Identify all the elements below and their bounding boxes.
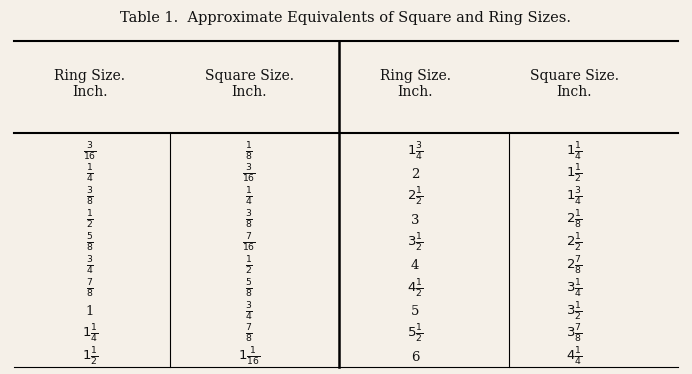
Text: $4\frac{1}{2}$: $4\frac{1}{2}$ bbox=[407, 278, 424, 300]
Text: $\frac{5}{8}$: $\frac{5}{8}$ bbox=[245, 278, 253, 300]
Text: $\frac{1}{8}$: $\frac{1}{8}$ bbox=[245, 140, 253, 163]
Text: $\frac{1}{2}$: $\frac{1}{2}$ bbox=[86, 209, 94, 231]
Text: Square Size.
Inch.: Square Size. Inch. bbox=[530, 69, 619, 99]
Text: $\frac{1}{2}$: $\frac{1}{2}$ bbox=[245, 255, 253, 277]
Text: $3\frac{7}{8}$: $3\frac{7}{8}$ bbox=[566, 323, 583, 345]
Text: $1\frac{1}{4}$: $1\frac{1}{4}$ bbox=[82, 323, 98, 345]
Text: $\frac{7}{16}$: $\frac{7}{16}$ bbox=[242, 232, 256, 254]
Text: $1\frac{1}{2}$: $1\frac{1}{2}$ bbox=[82, 346, 98, 368]
Text: $\frac{3}{4}$: $\frac{3}{4}$ bbox=[245, 300, 253, 322]
Text: $1\frac{3}{4}$: $1\frac{3}{4}$ bbox=[566, 186, 583, 208]
Text: 5: 5 bbox=[411, 305, 419, 318]
Text: $\frac{7}{8}$: $\frac{7}{8}$ bbox=[86, 278, 94, 300]
Text: $3\frac{1}{2}$: $3\frac{1}{2}$ bbox=[566, 300, 583, 322]
Text: Ring Size.
Inch.: Ring Size. Inch. bbox=[380, 69, 450, 99]
Text: $\frac{3}{16}$: $\frac{3}{16}$ bbox=[83, 140, 97, 163]
Text: $\frac{5}{8}$: $\frac{5}{8}$ bbox=[86, 232, 94, 254]
Text: $4\frac{1}{4}$: $4\frac{1}{4}$ bbox=[566, 346, 583, 368]
Text: 1: 1 bbox=[86, 305, 94, 318]
Text: 3: 3 bbox=[411, 214, 419, 227]
Text: $1\frac{1}{4}$: $1\frac{1}{4}$ bbox=[566, 140, 583, 163]
Text: $1\frac{3}{4}$: $1\frac{3}{4}$ bbox=[407, 140, 424, 163]
Text: $\frac{3}{16}$: $\frac{3}{16}$ bbox=[242, 163, 256, 186]
Text: $5\frac{1}{2}$: $5\frac{1}{2}$ bbox=[407, 323, 424, 345]
Text: $2\frac{1}{2}$: $2\frac{1}{2}$ bbox=[407, 186, 424, 208]
Text: $2\frac{7}{8}$: $2\frac{7}{8}$ bbox=[566, 255, 583, 277]
Text: $1\frac{1}{16}$: $1\frac{1}{16}$ bbox=[238, 346, 260, 368]
Text: Square Size.
Inch.: Square Size. Inch. bbox=[205, 69, 293, 99]
Text: Table 1.  Approximate Equivalents of Square and Ring Sizes.: Table 1. Approximate Equivalents of Squa… bbox=[120, 11, 572, 25]
Text: Ring Size.
Inch.: Ring Size. Inch. bbox=[55, 69, 125, 99]
Text: $\frac{3}{4}$: $\frac{3}{4}$ bbox=[86, 255, 94, 277]
Text: $\frac{7}{8}$: $\frac{7}{8}$ bbox=[245, 323, 253, 345]
Text: $2\frac{1}{2}$: $2\frac{1}{2}$ bbox=[566, 232, 583, 254]
Text: $\frac{3}{8}$: $\frac{3}{8}$ bbox=[86, 186, 94, 208]
Text: $1\frac{1}{2}$: $1\frac{1}{2}$ bbox=[566, 163, 583, 186]
Text: $\frac{1}{4}$: $\frac{1}{4}$ bbox=[86, 163, 94, 186]
Text: $\frac{3}{8}$: $\frac{3}{8}$ bbox=[245, 209, 253, 231]
Text: 4: 4 bbox=[411, 259, 419, 272]
Text: 2: 2 bbox=[411, 168, 419, 181]
Text: $\frac{1}{4}$: $\frac{1}{4}$ bbox=[245, 186, 253, 208]
Text: $2\frac{1}{8}$: $2\frac{1}{8}$ bbox=[566, 209, 583, 231]
Text: $3\frac{1}{4}$: $3\frac{1}{4}$ bbox=[566, 278, 583, 300]
Text: 6: 6 bbox=[411, 351, 419, 364]
Text: $3\frac{1}{2}$: $3\frac{1}{2}$ bbox=[407, 232, 424, 254]
